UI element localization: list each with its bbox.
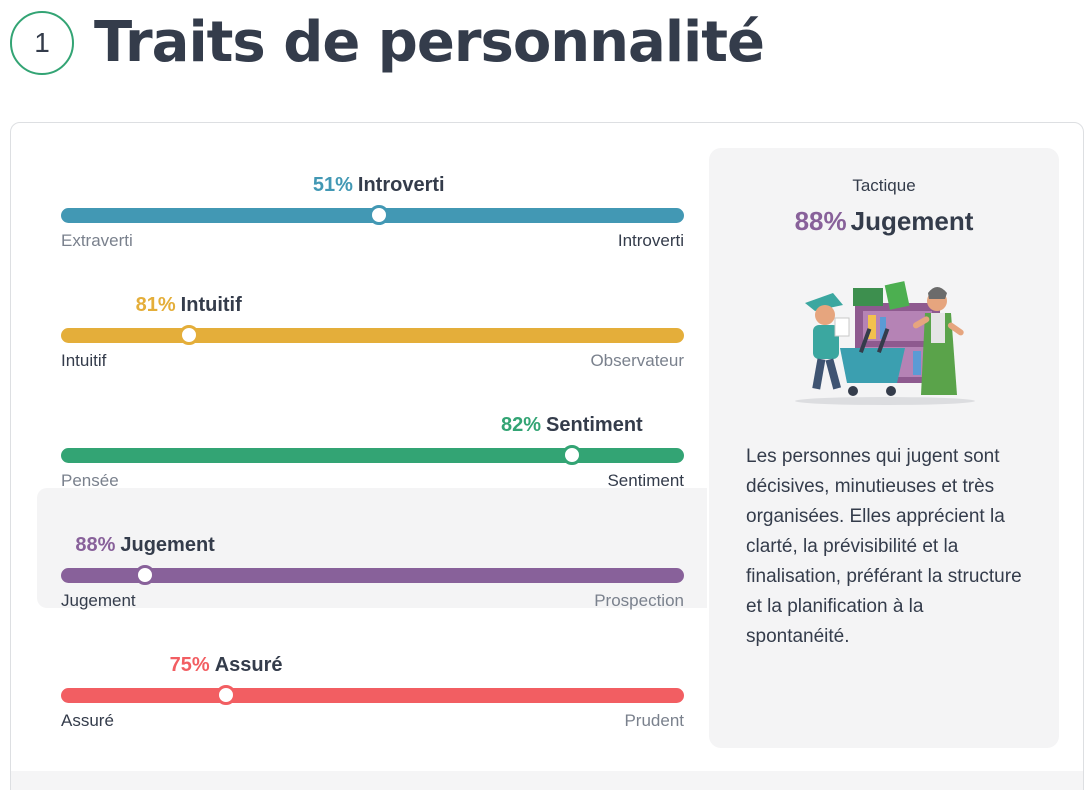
step-number-badge: 1 (10, 10, 74, 75)
trait-bar (61, 445, 684, 465)
trait-name: Sentiment (546, 414, 643, 436)
section-header: 1 Traits de personnalité (10, 10, 765, 75)
trait-slider-knob (368, 205, 389, 225)
trait-heading: 81% Intuitif (136, 294, 242, 317)
trait-right-pole-label: Prospection (594, 591, 684, 610)
panel-trait-percent: 88% (794, 206, 847, 236)
trait-row-4[interactable]: 88% Jugement Jugement Prospection (37, 488, 707, 610)
trait-left-pole-label: Pensée (61, 471, 119, 490)
trait-slider-knob (178, 325, 199, 345)
trait-detail-panel: Tactique 88% Jugement (709, 148, 1059, 748)
trait-left-pole-label: Assuré (61, 711, 114, 730)
trait-name: Assuré (214, 654, 283, 676)
trait-slider-knob (135, 565, 156, 585)
panel-trait-description: Les personnes qui jugent sont décisives,… (746, 446, 1022, 647)
trait-right-pole-label: Prudent (624, 711, 684, 730)
trait-percent: 75% (169, 654, 210, 676)
trait-left-pole-label: Extraverti (61, 231, 133, 250)
trait-right-pole-label: Sentiment (607, 471, 684, 490)
trait-bar (61, 565, 684, 585)
trait-row-2[interactable]: 81% Intuitif Intuitif Observateur (37, 248, 707, 370)
traits-card: 51% Introverti Extraverti Introverti 81% Intu… (10, 122, 1084, 790)
trait-percent: 88% (75, 534, 116, 556)
trait-row-1[interactable]: 51% Introverti Extraverti Introverti (37, 128, 707, 250)
trait-heading: 51% Introverti (313, 174, 445, 197)
trait-left-pole-label: Jugement (61, 591, 136, 610)
trait-percent: 81% (135, 294, 176, 316)
trait-right-pole-label: Observateur (590, 351, 684, 370)
trait-slider-knob (216, 685, 237, 705)
trait-slider-knob (561, 445, 582, 465)
trait-heading: 88% Jugement (75, 534, 215, 557)
trait-right-pole-label: Introverti (617, 231, 684, 250)
trait-row-5[interactable]: 75% Assuré Assuré Prudent (37, 608, 707, 730)
card-footer (11, 771, 1083, 790)
trait-percent: 51% (312, 174, 353, 196)
page-title: Traits de personnalité (94, 10, 765, 75)
trait-row-3[interactable]: 82% Sentiment Pensée Sentiment (37, 368, 707, 490)
panel-category-label: Tactique (852, 176, 916, 195)
trait-left-pole-label: Intuitif (61, 351, 107, 370)
trait-name: Intuitif (180, 294, 242, 316)
trait-heading: 82% Sentiment (501, 414, 643, 437)
trait-name: Jugement (120, 534, 215, 556)
panel-trait-name: Jugement (850, 206, 974, 236)
shopping-people-illustration-icon (795, 281, 975, 405)
trait-name: Introverti (357, 174, 445, 196)
trait-bar (61, 205, 684, 225)
trait-percent: 82% (501, 414, 542, 436)
trait-heading: 75% Assuré (170, 654, 283, 677)
panel-trait-title: 88% Jugement (709, 206, 1059, 237)
trait-bar (61, 685, 684, 705)
trait-bar (61, 325, 684, 345)
